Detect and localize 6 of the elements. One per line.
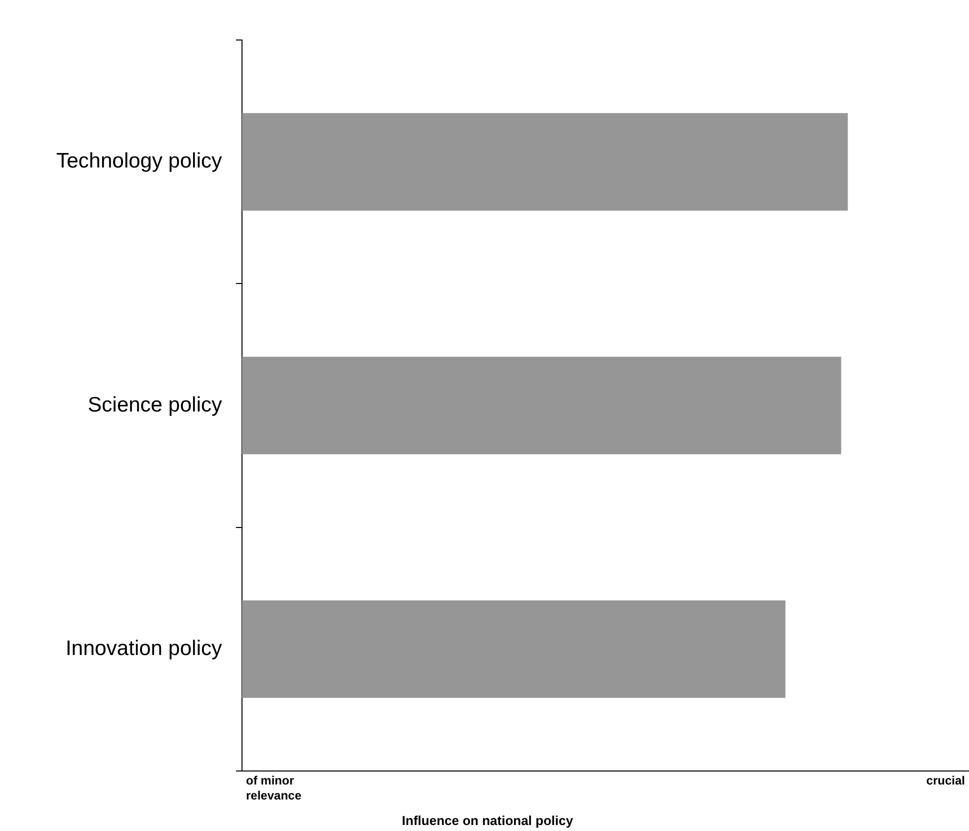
y-tick-label: Technology policy [56, 150, 222, 173]
text: of minor relevance [246, 773, 302, 802]
x-axis-title: Influence on national policy [402, 813, 574, 828]
text: crucial [926, 773, 965, 788]
y-tick-label: Innovation policy [66, 636, 222, 660]
y-tick-label: Science policy [88, 393, 222, 416]
